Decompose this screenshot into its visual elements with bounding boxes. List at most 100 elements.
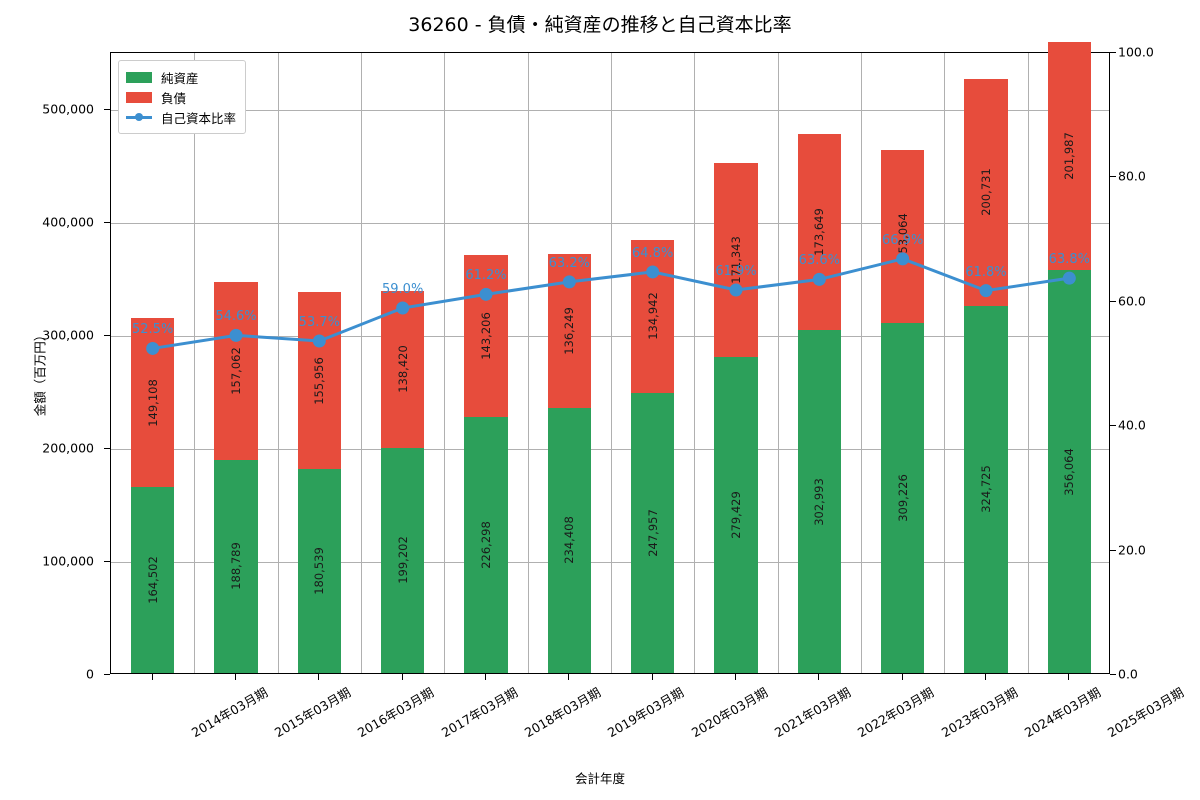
ratio-line-marker[interactable] bbox=[812, 272, 826, 286]
bar-segment-equity[interactable]: 279,429 bbox=[714, 357, 758, 673]
ratio-line-marker[interactable] bbox=[729, 283, 743, 297]
y-axis-left-tick-mark bbox=[104, 108, 110, 110]
ratio-value-label: 61.2% bbox=[465, 268, 507, 284]
y-axis-right-tick-label: 20.0 bbox=[1118, 542, 1146, 558]
legend-item-equity-ratio: 自己資本比率 bbox=[126, 107, 236, 127]
bar-segment-equity[interactable]: 180,539 bbox=[297, 468, 341, 673]
y-axis-left-tick-mark bbox=[104, 560, 110, 562]
ratio-line-marker[interactable] bbox=[229, 328, 243, 342]
gridline-vertical bbox=[194, 53, 195, 673]
x-axis-tick-mark bbox=[818, 674, 820, 680]
y-axis-left-tick-label: 200,000 bbox=[42, 440, 94, 456]
ratio-value-label: 63.8% bbox=[1048, 252, 1090, 268]
bar-segment-equity[interactable]: 164,502 bbox=[131, 486, 175, 673]
gridline-horizontal bbox=[111, 448, 1109, 450]
legend-label-equity: 純資産 bbox=[161, 70, 199, 86]
bar-segment-liabilities[interactable]: 143,206 bbox=[464, 255, 508, 418]
bar-segment-liabilities[interactable]: 173,649 bbox=[797, 133, 841, 331]
x-axis-tick-label: 2024年03月期 bbox=[1021, 684, 1104, 741]
gridline-horizontal bbox=[111, 109, 1109, 111]
ratio-value-label: 66.9% bbox=[882, 232, 924, 248]
x-axis-tick-mark bbox=[651, 674, 653, 680]
x-axis-tick-label: 2017年03月期 bbox=[438, 684, 520, 741]
bar-segment-equity[interactable]: 188,789 bbox=[214, 459, 258, 673]
x-axis-tick-label: 2020年03月期 bbox=[688, 684, 770, 741]
legend-item-liabilities: 負債 bbox=[126, 87, 236, 107]
bar-segment-liabilities[interactable]: 157,062 bbox=[214, 281, 258, 460]
gridline-horizontal bbox=[111, 222, 1109, 224]
y-axis-left-tick-label: 0 bbox=[86, 666, 94, 682]
bar-segment-equity[interactable]: 234,408 bbox=[547, 407, 591, 673]
bar-segment-liabilities[interactable]: 201,987 bbox=[1047, 41, 1091, 271]
bar-segment-liabilities[interactable]: 134,942 bbox=[631, 240, 675, 393]
x-axis-tick-mark bbox=[318, 674, 320, 680]
ratio-line-marker[interactable] bbox=[979, 284, 993, 298]
bar-group[interactable]: 279,429 171,343 bbox=[714, 51, 758, 673]
y-axis-right-tick-mark bbox=[1110, 176, 1116, 178]
bar-group[interactable]: 226,298 143,206 bbox=[464, 51, 508, 673]
gridline-vertical bbox=[778, 53, 779, 673]
legend-swatch-liabilities-icon bbox=[126, 91, 152, 103]
y-axis-right-tick-mark bbox=[1110, 300, 1116, 302]
bar-segment-equity[interactable]: 302,993 bbox=[797, 330, 841, 673]
chart-title: 36260 - 負債・純資産の推移と自己資本比率 bbox=[408, 14, 792, 36]
bar-segment-liabilities[interactable]: 200,731 bbox=[964, 78, 1008, 306]
bars-layer: 164,502 149,108 188,789 157,062 180,539 155,9… bbox=[111, 41, 1109, 673]
bar-group[interactable]: 188,789 157,062 bbox=[214, 51, 258, 673]
ratio-line-marker[interactable] bbox=[396, 301, 410, 315]
gridline-vertical bbox=[611, 53, 612, 673]
bar-segment-liabilities[interactable]: 155,956 bbox=[297, 292, 341, 469]
bar-group[interactable]: 302,993 173,649 bbox=[797, 51, 841, 673]
bar-group[interactable]: 180,539 155,956 bbox=[297, 51, 341, 673]
y-axis-right-tick-label: 80.0 bbox=[1118, 168, 1146, 184]
y-axis-left-tick-mark bbox=[104, 447, 110, 449]
gridline-vertical bbox=[278, 53, 279, 673]
y-axis-left-tick-label: 400,000 bbox=[42, 214, 94, 230]
y-axis-left-tick-mark bbox=[104, 334, 110, 336]
legend-label-liabilities: 負債 bbox=[161, 90, 187, 106]
ratio-line-marker[interactable] bbox=[646, 265, 660, 279]
ratio-value-label: 64.8% bbox=[632, 245, 674, 261]
ratio-line-path bbox=[152, 257, 1070, 350]
bar-segment-liabilities[interactable]: 171,343 bbox=[714, 163, 758, 357]
ratio-line-marker[interactable] bbox=[146, 341, 160, 355]
legend-label-equity-ratio: 自己資本比率 bbox=[161, 110, 237, 126]
bar-group[interactable]: 247,957 134,942 bbox=[631, 51, 675, 673]
x-axis-tick-mark bbox=[1068, 674, 1070, 680]
ratio-value-label: 52.5% bbox=[132, 322, 174, 338]
y-axis-right-tick-label: 100.0 bbox=[1118, 44, 1154, 60]
y-axis-left-tick-label: 100,000 bbox=[42, 553, 94, 569]
bar-group[interactable]: 199,202 138,420 bbox=[381, 51, 425, 673]
ratio-line-marker[interactable] bbox=[1062, 271, 1076, 285]
x-axis-tick-label: 2021年03月期 bbox=[771, 684, 854, 741]
gridline-vertical bbox=[361, 53, 362, 673]
legend-item-equity: 純資産 bbox=[126, 67, 236, 87]
bar-segment-equity[interactable]: 356,064 bbox=[1047, 270, 1091, 673]
bar-group[interactable]: 356,064 201,987 bbox=[1047, 41, 1091, 673]
ratio-line-marker[interactable] bbox=[479, 287, 493, 301]
bar-segment-equity[interactable]: 247,957 bbox=[631, 392, 675, 673]
gridline-horizontal bbox=[111, 335, 1109, 337]
bar-group[interactable]: 324,725 200,731 bbox=[964, 51, 1008, 673]
bar-segment-equity[interactable]: 199,202 bbox=[381, 447, 425, 673]
y-axis-right-tick-mark bbox=[1110, 425, 1116, 427]
ratio-line-marker[interactable] bbox=[312, 334, 326, 348]
bar-group[interactable]: 309,226 153,064 bbox=[881, 51, 925, 673]
x-axis-tick-mark bbox=[485, 674, 486, 680]
x-axis-tick-label: 2016年03月期 bbox=[355, 684, 437, 741]
y-axis-right-tick-mark bbox=[1110, 549, 1116, 551]
gridline-vertical bbox=[861, 53, 862, 673]
x-axis-tick-mark bbox=[901, 674, 903, 680]
x-axis-tick-mark bbox=[735, 674, 736, 680]
bar-segment-equity[interactable]: 309,226 bbox=[881, 323, 925, 673]
bar-segment-liabilities[interactable]: 138,420 bbox=[381, 291, 425, 448]
bar-segment-equity[interactable]: 226,298 bbox=[464, 417, 508, 673]
ratio-line-marker[interactable] bbox=[562, 275, 576, 289]
bar-segment-equity[interactable]: 324,725 bbox=[964, 305, 1008, 673]
ratio-line-marker[interactable] bbox=[896, 252, 910, 266]
ratio-value-label: 61.9% bbox=[715, 263, 757, 279]
gridline-vertical bbox=[528, 53, 529, 673]
bar-segment-liabilities[interactable]: 153,064 bbox=[881, 150, 925, 324]
x-axis-tick-mark bbox=[401, 674, 403, 680]
y-axis-left-tick-mark bbox=[104, 674, 110, 675]
